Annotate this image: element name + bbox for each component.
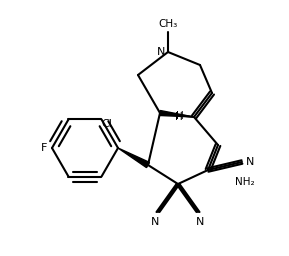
Text: NH₂: NH₂: [235, 177, 255, 187]
Text: N: N: [151, 217, 159, 227]
Text: Cl: Cl: [101, 119, 112, 130]
Text: CH₃: CH₃: [158, 19, 178, 29]
Text: F: F: [41, 143, 47, 153]
Text: N: N: [196, 217, 204, 227]
Text: H: H: [176, 111, 184, 121]
Text: H: H: [175, 112, 183, 122]
Polygon shape: [160, 111, 194, 117]
Text: N: N: [157, 47, 165, 57]
Polygon shape: [118, 148, 149, 168]
Text: N: N: [246, 157, 254, 167]
